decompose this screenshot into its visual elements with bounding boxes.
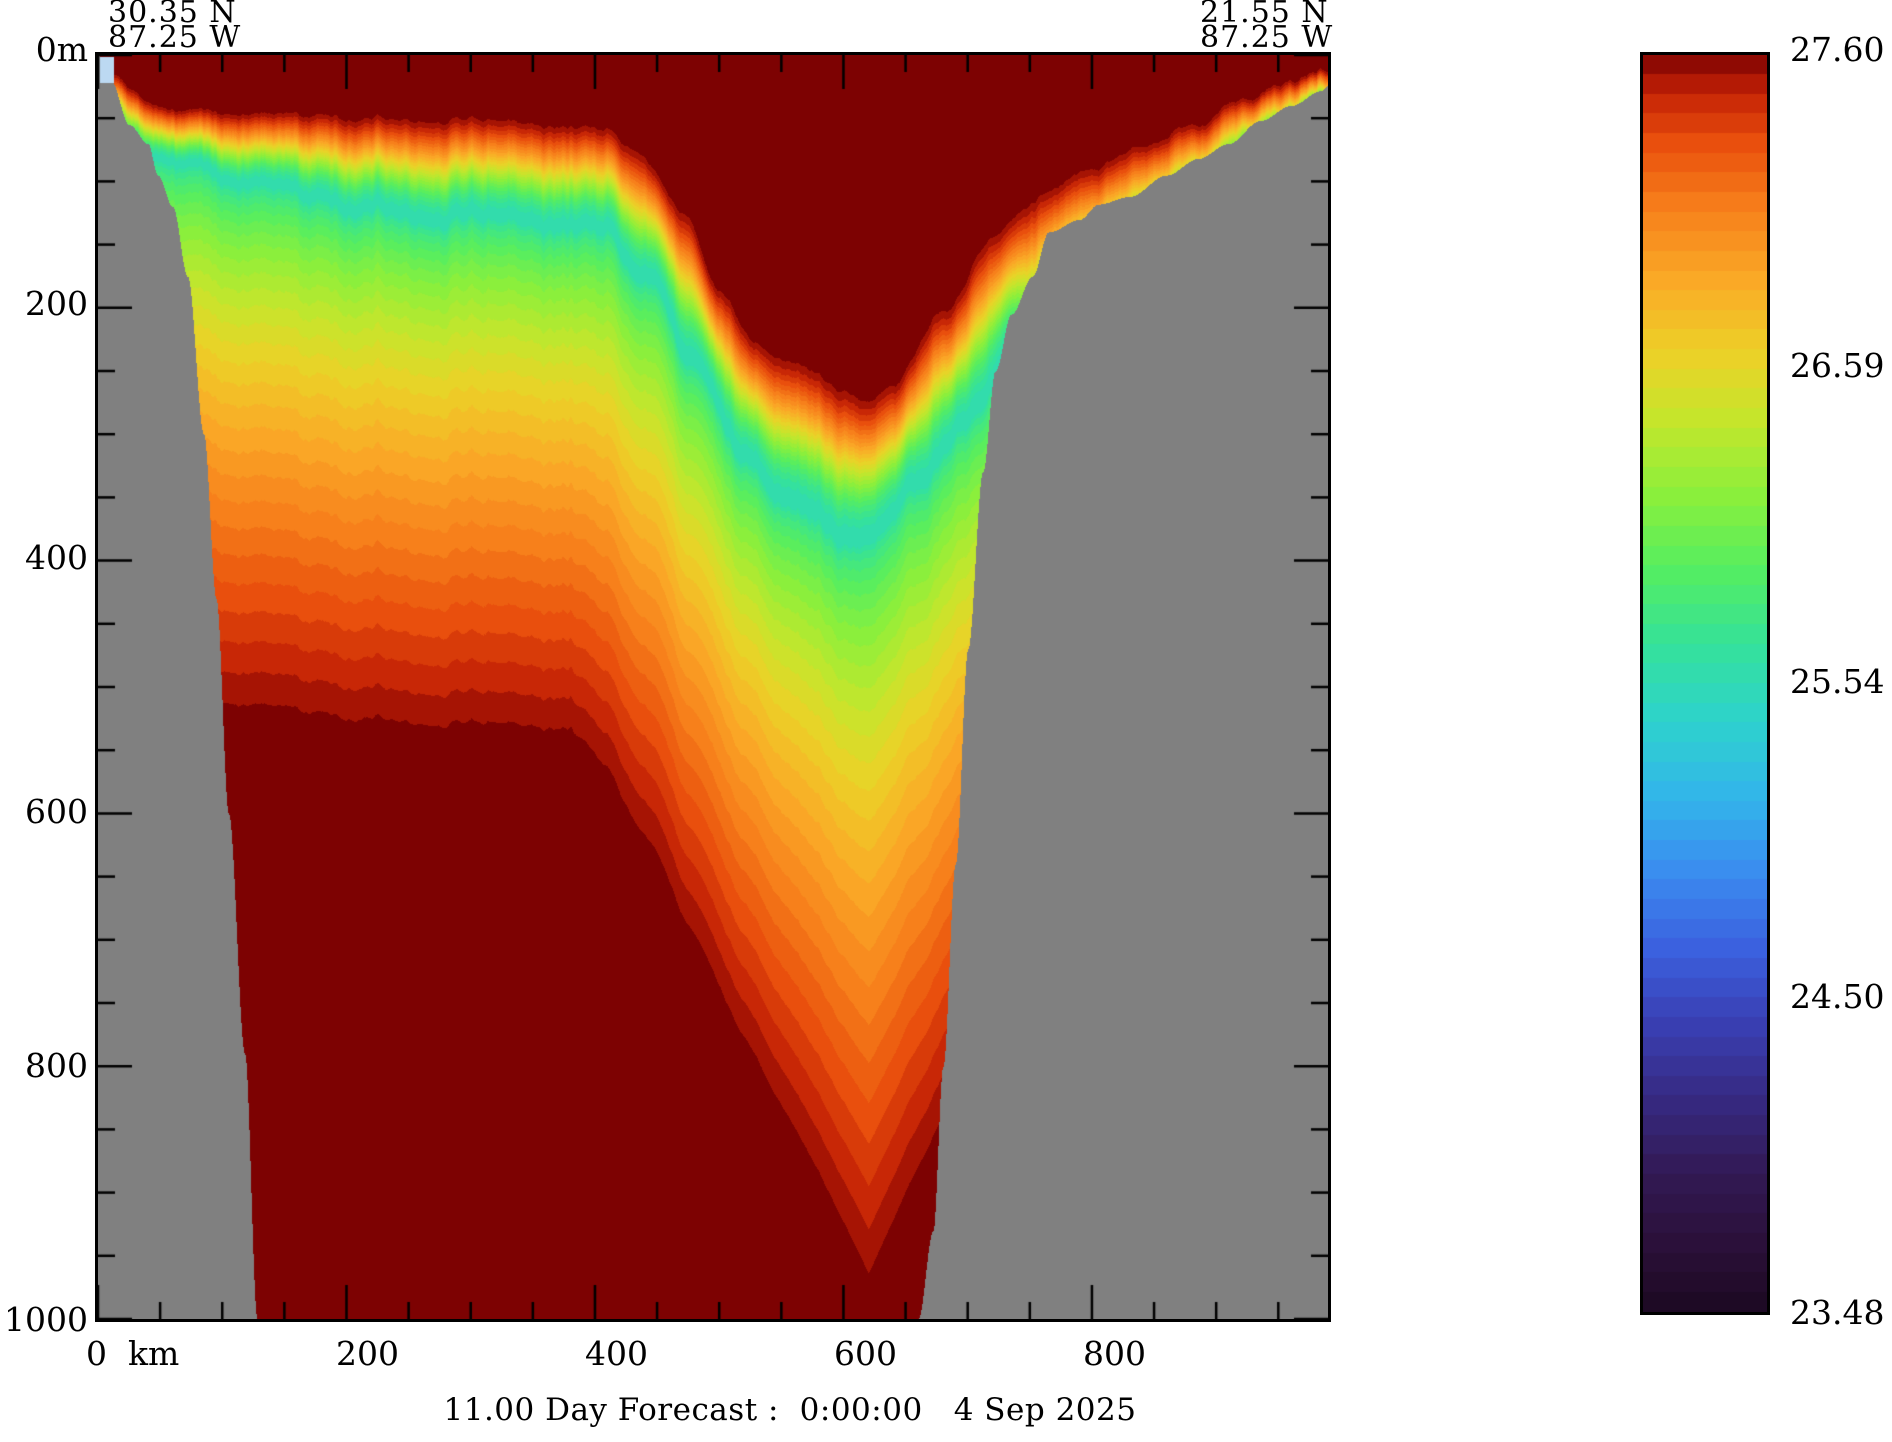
right-coordinate-label: 21.55 N 87.25 W xyxy=(1200,0,1333,53)
left-coordinate-label: 30.35 N 87.25 W xyxy=(108,0,241,53)
colorbar-tick-label: 25.54 xyxy=(1790,661,1885,701)
forecast-title: 11.00 Day Forecast : 0:00:00 4 Sep 2025 xyxy=(443,1392,1137,1428)
y-axis-tick-label: 800 xyxy=(25,1046,88,1085)
colorbar-tick-label: 27.60 xyxy=(1790,30,1885,69)
temperature-field-canvas xyxy=(98,55,1328,1319)
y-axis-tick-label: 1000 xyxy=(4,1300,88,1339)
cross-section-plot xyxy=(95,52,1331,1322)
colorbar-tick-label: 24.50 xyxy=(1790,977,1885,1017)
x-axis-tick-label: 0 km xyxy=(86,1334,180,1373)
left-latitude: 30.35 N xyxy=(108,0,237,30)
x-axis-tick-label: 400 xyxy=(585,1334,648,1373)
y-axis-tick-label: 600 xyxy=(25,792,88,831)
x-axis-tick-label: 200 xyxy=(336,1334,399,1373)
right-latitude: 21.55 N xyxy=(1200,0,1329,30)
left-longitude: 87.25 W xyxy=(108,20,242,55)
x-axis-tick-label: 600 xyxy=(834,1334,897,1373)
y-axis-tick-label: 0m xyxy=(35,30,88,69)
colorbar-tick-label: 26.59 xyxy=(1790,345,1885,385)
colorbar-tick-label: 23.48 xyxy=(1790,1293,1885,1332)
y-axis-tick-label: 200 xyxy=(25,284,88,323)
y-axis-tick-label: 400 xyxy=(25,538,88,577)
right-longitude: 87.25 W xyxy=(1200,20,1334,55)
colorbar xyxy=(1640,52,1770,1315)
x-axis-tick-label: 800 xyxy=(1083,1334,1146,1373)
colorbar-gradient xyxy=(1643,55,1767,1312)
